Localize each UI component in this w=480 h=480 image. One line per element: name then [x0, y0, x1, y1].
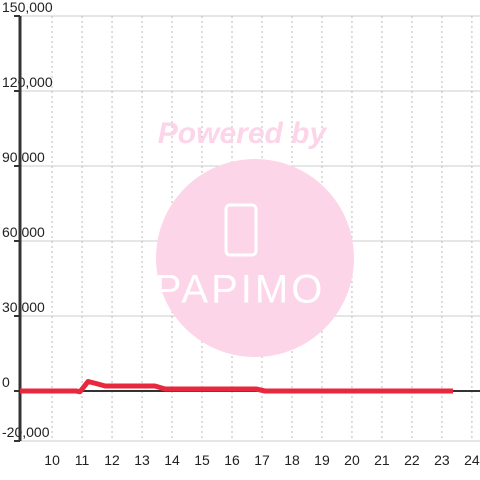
x-tick-label: 13: [134, 452, 150, 468]
watermark: Powered by PAPIMO: [155, 117, 354, 357]
y-tick-label: 60,000: [2, 224, 45, 240]
y-tick-label: 30,000: [2, 299, 45, 315]
x-tick-label: 12: [104, 452, 120, 468]
line: [20, 379, 454, 395]
y-tick-label: 90,000: [2, 149, 45, 165]
y-tick-label: 120,000: [2, 74, 53, 90]
x-tick-label: 11: [75, 452, 90, 468]
y-tick-label: -20,000: [2, 424, 50, 440]
x-tick-label: 16: [224, 452, 240, 468]
x-tick-label: 22: [404, 452, 420, 468]
y-tick-label: 0: [2, 374, 10, 390]
y-tick-label: 150,000: [2, 0, 53, 15]
watermark-circle: [156, 159, 354, 357]
x-tick-label: 15: [194, 452, 210, 468]
watermark-phone: [224, 203, 258, 257]
x-tick-label: 14: [164, 452, 180, 468]
x-tick-label: 10: [44, 452, 60, 468]
x-tick-label: 18: [284, 452, 300, 468]
watermark-title: Powered by: [158, 117, 328, 150]
x-tick-label: 24: [464, 452, 480, 468]
x-tick-label: 20: [344, 452, 360, 468]
x-tick-label: 19: [314, 452, 330, 468]
watermark-brand: PAPIMO: [155, 268, 326, 312]
x-tick-label: 23: [434, 452, 450, 468]
x-tick-label: 17: [254, 452, 270, 468]
x-tick-label: 21: [374, 452, 390, 468]
